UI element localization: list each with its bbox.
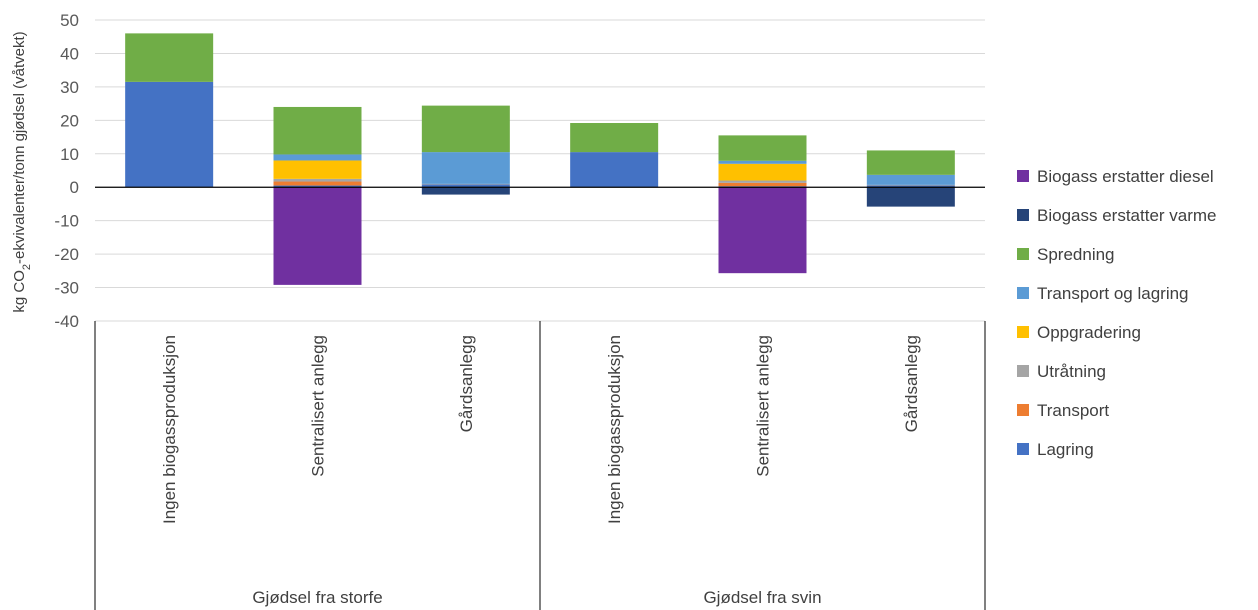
y-tick-label: -10 bbox=[54, 212, 79, 231]
bar-segment bbox=[866, 187, 955, 207]
y-tick-label: -30 bbox=[54, 279, 79, 298]
y-tick-label: -20 bbox=[54, 245, 79, 264]
bar-segment bbox=[125, 81, 214, 188]
bar-segment bbox=[570, 123, 659, 153]
legend-label: Biogass erstatter diesel bbox=[1037, 167, 1214, 186]
bar-segment bbox=[866, 174, 955, 185]
y-tick-label: 10 bbox=[60, 145, 79, 164]
bar-segment bbox=[718, 163, 807, 181]
category-label: Ingen biogassproduksjon bbox=[605, 335, 624, 524]
bar-segment bbox=[273, 178, 362, 182]
group-label: Gjødsel fra svin bbox=[703, 588, 821, 607]
legend-label: Utråtning bbox=[1037, 362, 1106, 381]
category-label: Gårdsanlegg bbox=[902, 335, 921, 432]
legend-swatch bbox=[1017, 404, 1029, 416]
bar-segment bbox=[421, 183, 510, 185]
y-axis-label-sub: 2 bbox=[21, 264, 33, 270]
bar-segment bbox=[718, 135, 807, 161]
bar-segment bbox=[866, 184, 955, 186]
bar-segment bbox=[421, 184, 510, 188]
legend-swatch bbox=[1017, 443, 1029, 455]
y-tick-label: 50 bbox=[60, 11, 79, 30]
bar-segment bbox=[718, 187, 807, 274]
legend-label: Oppgradering bbox=[1037, 323, 1141, 342]
bar-segment bbox=[273, 154, 362, 161]
bar-segment bbox=[421, 152, 510, 184]
category-label: Ingen biogassproduksjon bbox=[160, 335, 179, 524]
category-label: Sentralisert anlegg bbox=[309, 335, 328, 477]
legend-label: Biogass erstatter varme bbox=[1037, 206, 1217, 225]
y-tick-label: 30 bbox=[60, 78, 79, 97]
bar-segment bbox=[718, 182, 807, 187]
bar-segment bbox=[273, 185, 362, 188]
bar-segment bbox=[273, 181, 362, 186]
bars bbox=[125, 33, 955, 285]
bar-segment bbox=[421, 187, 510, 195]
category-label: Sentralisert anlegg bbox=[754, 335, 773, 477]
bar-segment bbox=[866, 185, 955, 188]
bar-segment bbox=[866, 150, 955, 175]
legend-label: Transport bbox=[1037, 401, 1109, 420]
legend-swatch bbox=[1017, 365, 1029, 377]
y-axis-tick-labels: 50 40 30 20 10 0 -10 -20 -30 -40 bbox=[54, 11, 79, 331]
bar-segment bbox=[273, 187, 362, 285]
bar-segment bbox=[273, 106, 362, 155]
y-axis-label-pre: kg CO bbox=[11, 270, 28, 313]
y-tick-label: 20 bbox=[60, 111, 79, 130]
bar-segment bbox=[718, 180, 807, 183]
y-axis-label: kg CO2-ekvivalenter/tonn gjødsel (våtvek… bbox=[11, 31, 33, 312]
group-label: Gjødsel fra storfe bbox=[252, 588, 382, 607]
y-tick-label: -40 bbox=[54, 312, 79, 331]
gridlines bbox=[95, 19, 985, 322]
category-label: Gårdsanlegg bbox=[457, 335, 476, 432]
bar-segment bbox=[273, 160, 362, 179]
legend-swatch bbox=[1017, 209, 1029, 221]
y-tick-label: 40 bbox=[60, 44, 79, 63]
y-tick-label: 0 bbox=[70, 178, 79, 197]
legend-label: Lagring bbox=[1037, 440, 1094, 459]
bar-segment bbox=[125, 33, 214, 82]
bar-segment bbox=[718, 160, 807, 164]
legend-swatch bbox=[1017, 287, 1029, 299]
category-labels: Ingen biogassproduksjon Sentralisert anle… bbox=[160, 335, 921, 607]
bar-segment bbox=[421, 105, 510, 153]
legend: Biogass erstatter diesel Biogass erstatte… bbox=[1017, 167, 1217, 459]
legend-swatch bbox=[1017, 326, 1029, 338]
legend-label: Transport og lagring bbox=[1037, 284, 1189, 303]
axes bbox=[94, 186, 986, 610]
y-axis-label-post: -ekvivalenter/tonn gjødsel (våtvekt) bbox=[11, 31, 28, 264]
legend-swatch bbox=[1017, 170, 1029, 182]
legend-label: Spredning bbox=[1037, 245, 1115, 264]
bar-segment bbox=[570, 152, 659, 188]
legend-swatch bbox=[1017, 248, 1029, 260]
